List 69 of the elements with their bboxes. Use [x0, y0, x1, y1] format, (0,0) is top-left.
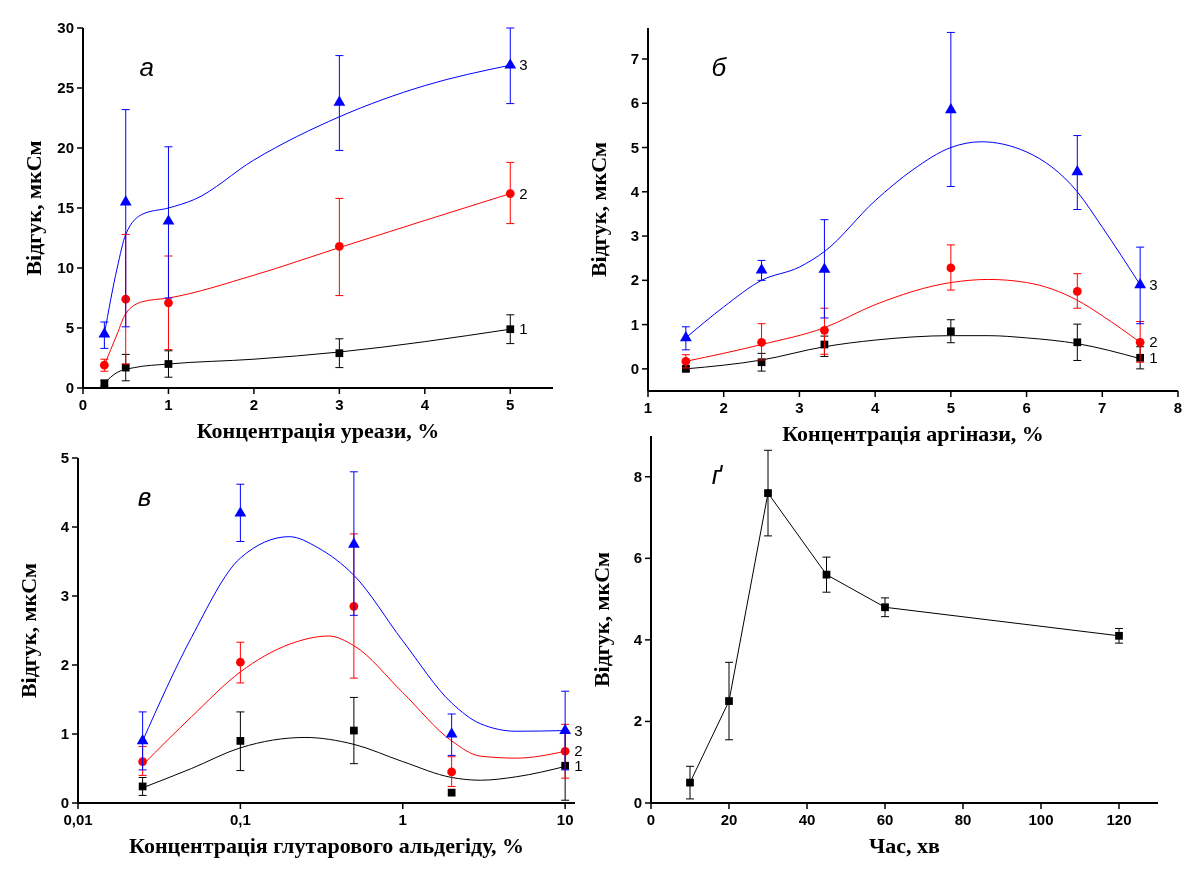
text: б: [711, 52, 728, 82]
y-axis-title: Відгук, мкСм: [586, 141, 611, 278]
y-tick-label: 0: [65, 379, 74, 396]
x-tick-label: 0,1: [229, 811, 251, 828]
x-tick-label: 2: [719, 399, 728, 416]
y-tick-label: 8: [633, 467, 642, 485]
y-tick-label: 5: [65, 319, 74, 336]
y-tick-label: 1: [630, 315, 639, 333]
x-tick-label: 100: [1028, 811, 1054, 828]
x-tick-label: 10: [556, 811, 574, 828]
x-tick-label: 7: [1098, 399, 1107, 416]
y-tick-label: 6: [630, 94, 639, 112]
x-tick-label: 6: [1022, 399, 1031, 416]
y-tick-label: 30: [57, 19, 74, 36]
y-tick-label: 20: [57, 139, 74, 156]
y-tick-label: 25: [57, 79, 74, 96]
series-label: 3: [574, 721, 583, 739]
x-tick-label: 2: [249, 396, 259, 413]
y-tick-label: 4: [633, 630, 643, 648]
x-axis-title: Концентрація глутарового альдегіду, %: [129, 833, 524, 858]
x-tick-label: 4: [420, 396, 430, 413]
x-tick-label: 120: [1106, 811, 1132, 828]
series-label: 3: [1149, 275, 1158, 293]
x-tick-label: 5: [946, 399, 956, 416]
x-tick-label: 1: [164, 396, 173, 413]
y-tick-label: 7: [630, 49, 639, 67]
x-tick-label: 20: [720, 811, 738, 828]
text: в: [137, 482, 152, 512]
y-tick-label: 3: [60, 587, 69, 604]
x-tick-label: 3: [335, 396, 344, 413]
y-tick-label: 0: [630, 359, 639, 377]
y-axis-title: Відгук, мкСм: [21, 140, 46, 276]
y-tick-label: 1: [60, 725, 69, 742]
y-tick-label: 2: [630, 271, 639, 289]
text: ґ: [711, 460, 724, 490]
y-tick-label: 0: [60, 794, 69, 811]
x-tick-label: 80: [954, 811, 972, 828]
x-axis-title: Концентрація уреази, %: [196, 418, 440, 443]
x-axis-title: Концентрація аргінази, %: [782, 421, 1044, 446]
x-tick-label: 60: [876, 811, 894, 828]
x-axis-title: Час, хв: [869, 833, 941, 858]
x-tick-label: 0: [78, 396, 88, 413]
y-tick-label: 2: [60, 656, 69, 673]
series-label: 2: [1149, 333, 1158, 351]
x-tick-label: 8: [1173, 399, 1183, 416]
text: а: [139, 52, 154, 82]
y-tick-label: 15: [57, 199, 74, 216]
x-tick-label: 40: [798, 811, 816, 828]
y-tick-label: 10: [57, 259, 74, 276]
x-tick-label: 3: [795, 399, 804, 416]
y-tick-label: 5: [60, 449, 69, 466]
y-tick-label: 4: [60, 518, 70, 535]
series-label: 2: [519, 184, 528, 202]
y-tick-label: 6: [633, 549, 642, 567]
x-tick-label: 0,01: [63, 811, 93, 828]
y-tick-label: 0: [633, 794, 642, 811]
x-tick-label: 1: [398, 811, 407, 828]
series-label: 1: [519, 320, 528, 338]
x-tick-label: 5: [506, 396, 515, 413]
x-tick-label: 0: [646, 811, 656, 828]
y-axis-title: Відгук, мкСм: [16, 562, 41, 699]
y-axis-title: Відгук, мкСм: [589, 551, 614, 688]
series-label: 1: [1149, 348, 1158, 366]
x-tick-label: 4: [870, 399, 880, 416]
y-tick-label: 5: [630, 138, 639, 156]
series-label: 3: [519, 56, 528, 74]
y-tick-label: 4: [630, 182, 640, 200]
y-tick-label: 2: [633, 712, 642, 730]
y-tick-label: 3: [630, 227, 639, 245]
